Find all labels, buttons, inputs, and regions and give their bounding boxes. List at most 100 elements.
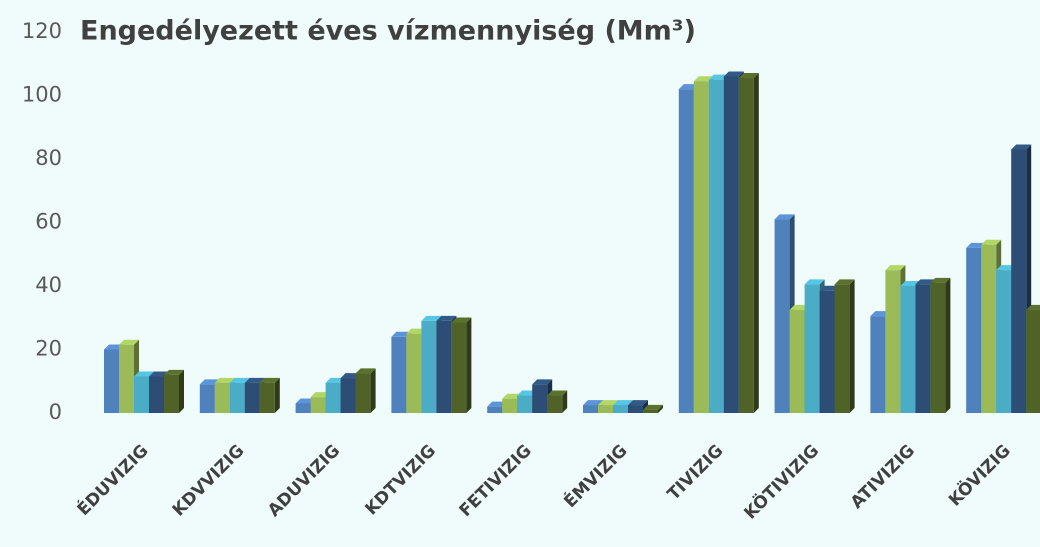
- x-tick-label: KÖVIZIG: [944, 440, 1015, 511]
- bar: [834, 284, 850, 413]
- bar-top: [834, 279, 855, 285]
- x-tick-label: FETIVIZIG: [456, 441, 536, 521]
- bar: [996, 270, 1012, 413]
- x-tick-label: KÖTIVIZIG: [739, 440, 823, 524]
- bar-top: [613, 400, 633, 406]
- y-tick-label: 100: [22, 83, 62, 107]
- bar: [502, 398, 518, 413]
- bar-top: [164, 369, 184, 375]
- bar-top: [738, 73, 759, 79]
- bar: [310, 397, 326, 413]
- x-tick-label: TIVIZIG: [664, 441, 728, 505]
- x-tick-label: ÉMVIZIG: [559, 440, 632, 513]
- bar: [517, 395, 533, 413]
- bar: [708, 79, 724, 413]
- bar-side: [753, 73, 759, 413]
- bar-top: [774, 214, 795, 220]
- bar-top: [244, 377, 265, 383]
- bar: [134, 376, 149, 413]
- bar: [406, 333, 422, 413]
- bar-top: [436, 315, 457, 321]
- bar: [487, 406, 503, 413]
- bar: [244, 382, 260, 413]
- y-tick-label: 20: [35, 337, 62, 361]
- bar: [930, 282, 946, 413]
- bar: [119, 344, 134, 413]
- bar-top: [804, 279, 825, 285]
- bar-top: [119, 339, 139, 345]
- bar-top: [355, 368, 376, 374]
- x-tick-label: ADUVIZIG: [264, 441, 344, 521]
- bar: [613, 405, 628, 413]
- bar-top: [134, 371, 154, 377]
- bar: [870, 316, 886, 413]
- bar-top: [930, 277, 951, 283]
- x-tick-label: KDTVIZIG: [362, 441, 440, 519]
- bar-side: [370, 368, 376, 413]
- bar-top: [451, 317, 472, 323]
- bar-side: [849, 279, 855, 413]
- bar: [547, 395, 563, 413]
- bar: [981, 244, 997, 413]
- bar: [819, 290, 835, 413]
- bar: [532, 384, 548, 413]
- y-tick-label: 60: [35, 210, 62, 234]
- bar: [693, 81, 709, 414]
- bar-top: [598, 400, 618, 406]
- bar: [583, 405, 598, 413]
- bar: [885, 270, 901, 413]
- bar: [789, 309, 805, 413]
- bar-top: [532, 379, 553, 385]
- y-tick-label: 0: [49, 400, 62, 424]
- bar: [1011, 149, 1027, 413]
- bar-top: [1026, 304, 1040, 310]
- bar-top: [229, 377, 250, 383]
- bar: [628, 405, 643, 413]
- bar-top: [885, 265, 906, 271]
- bar-top: [214, 377, 235, 383]
- bar-top: [981, 239, 1002, 245]
- bar-top: [547, 390, 568, 396]
- bar-top: [628, 400, 648, 406]
- bar: [678, 89, 694, 414]
- bar: [774, 219, 790, 413]
- y-tick-label: 40: [35, 273, 62, 297]
- bar-side: [562, 390, 568, 413]
- bar-top: [1011, 144, 1032, 150]
- y-tick-label: 120: [22, 19, 62, 43]
- bar: [738, 78, 754, 413]
- bar: [199, 384, 215, 413]
- x-tick-label: ÉDUVIZIG: [72, 440, 152, 520]
- bar: [915, 284, 931, 413]
- bar: [421, 320, 437, 413]
- x-tick-label: ATIVIZIG: [847, 441, 919, 513]
- bar: [723, 76, 739, 413]
- bar-side: [179, 369, 184, 413]
- bar-side: [466, 317, 472, 413]
- bar: [340, 378, 356, 413]
- bar: [295, 403, 311, 413]
- bar: [149, 376, 164, 413]
- bar: [804, 284, 820, 413]
- bar-top: [421, 315, 442, 321]
- x-tick-label: KDVVIZIG: [169, 441, 249, 521]
- bar: [229, 382, 245, 413]
- bar-top: [259, 377, 280, 383]
- chart-title: Engedélyezett éves vízmennyiség (Mm³): [80, 16, 696, 47]
- bar: [643, 409, 658, 413]
- bar: [214, 382, 230, 413]
- bar: [391, 336, 407, 413]
- bar-top: [583, 400, 603, 406]
- bar-side: [274, 377, 280, 413]
- bar: [436, 320, 452, 413]
- bar: [259, 382, 275, 413]
- bar: [355, 373, 371, 413]
- bar-top: [723, 71, 744, 77]
- bar: [1026, 309, 1040, 413]
- bar: [900, 286, 916, 413]
- bar: [164, 374, 179, 413]
- bar: [451, 322, 467, 413]
- bar: [325, 382, 341, 413]
- bar-side: [945, 277, 951, 413]
